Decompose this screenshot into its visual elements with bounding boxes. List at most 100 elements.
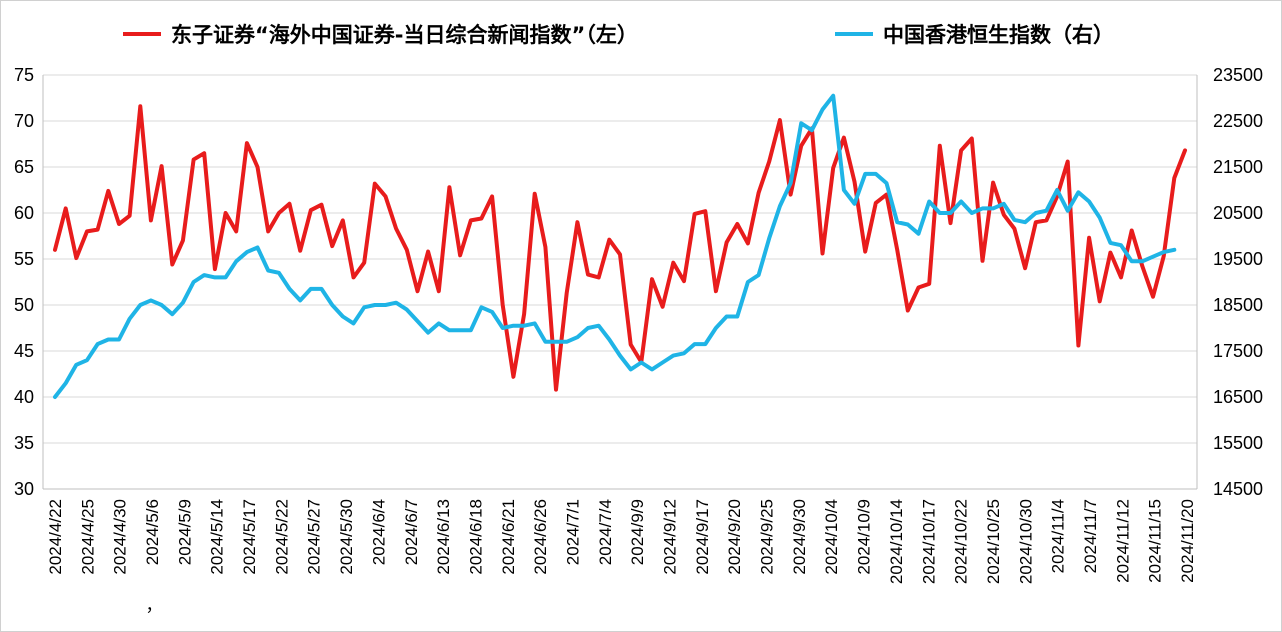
x-tick-label: 2024/4/30 <box>111 499 130 575</box>
x-tick: 2024/6/26 <box>531 499 550 575</box>
y-left-tick-label: 45 <box>14 341 34 361</box>
x-tick: 2024/9/20 <box>725 499 744 575</box>
series-line-hang-seng <box>53 93 1177 399</box>
y-left-tick-label: 55 <box>14 249 34 269</box>
x-tick: 2024/10/14 <box>887 499 906 584</box>
x-tick: 2024/11/12 <box>1113 499 1132 583</box>
x-tick-label: 2024/6/7 <box>402 499 421 565</box>
x-tick: 2024/11/15 <box>1146 499 1165 583</box>
y-right-tick-label: 20500 <box>1213 203 1263 223</box>
x-tick-label: 2024/6/21 <box>499 499 518 575</box>
x-tick: 2024/4/22 <box>46 499 65 575</box>
x-tick: 2024/6/18 <box>467 499 486 575</box>
x-tick: 2024/10/9 <box>855 499 874 575</box>
y-right-tick-label: 23500 <box>1213 65 1263 85</box>
x-tick: 2024/5/17 <box>240 499 259 575</box>
tick-labels: 30 14500 35 15500 40 16500 45 17500 50 18500 55 195… <box>14 65 1263 615</box>
x-tick-label: 2024/9/30 <box>790 499 809 575</box>
x-tick-label: 2024/5/27 <box>305 499 324 575</box>
y-right-tick-label: 22500 <box>1213 111 1263 131</box>
x-tick-label: 2024/10/9 <box>855 499 874 575</box>
x-tick: 2024/4/25 <box>78 499 97 575</box>
x-tick-label: 2024/6/4 <box>369 499 388 565</box>
x-tick: 2024/11/4 <box>1049 499 1068 573</box>
x-tick: 2024/6/13 <box>434 499 453 575</box>
x-tick-label: 2024/9/25 <box>758 499 777 575</box>
x-tick: 2024/11/20 <box>1178 499 1197 583</box>
x-tick: 2024/5/27 <box>305 499 324 575</box>
y-right-tick-label: 17500 <box>1213 341 1263 361</box>
y-left-tick-label: 60 <box>14 203 34 223</box>
x-tick-label: 2024/9/20 <box>725 499 744 575</box>
x-tick-label: 2024/6/13 <box>434 499 453 575</box>
x-tick-label: 2024/10/17 <box>919 499 938 584</box>
y-right-tick-label: 19500 <box>1213 249 1263 269</box>
x-tick: 2024/9/30 <box>790 499 809 575</box>
legend: 东子证券“海外中国证券-当日综合新闻指数”（左） 中国香港恒生指数（右） <box>123 23 1114 47</box>
y-right-tick-label: 16500 <box>1213 387 1263 407</box>
legend-label-hang-seng: 中国香港恒生指数（右） <box>883 23 1114 47</box>
x-tick: 2024/6/4 <box>369 499 388 565</box>
y-right-tick-label: 14500 <box>1213 479 1263 499</box>
x-tick: 2024/10/30 <box>1016 499 1035 584</box>
series-line-news-index <box>53 104 1187 392</box>
x-tick-label: 2024/5/22 <box>272 499 291 575</box>
x-tick-label: 2024/10/22 <box>952 499 971 584</box>
x-tick-label: 2024/7/1 <box>564 499 583 565</box>
x-tick: 2024/10/25 <box>984 499 1003 584</box>
x-tick-label: 2024/10/14 <box>887 499 906 584</box>
y-right-tick-label: 15500 <box>1213 433 1263 453</box>
x-tick: 2024/5/6 <box>143 499 162 565</box>
x-tick-label: 2024/6/18 <box>467 499 486 575</box>
y-right-tick-label: 18500 <box>1213 295 1263 315</box>
x-tick-label: 2024/11/4 <box>1049 499 1068 573</box>
x-tick: 2024/5/22 <box>272 499 291 575</box>
x-tick: 2024/9/12 <box>661 499 680 575</box>
x-tick-label: 2024/10/4 <box>822 499 841 575</box>
gridlines <box>43 74 1197 444</box>
x-tick-label: 2024/11/12 <box>1113 499 1132 583</box>
x-tick-label: 2024/5/6 <box>143 499 162 565</box>
x-tick: 2024/7/1 <box>564 499 583 565</box>
series-lines <box>53 93 1187 399</box>
x-tick-label: 2024/6/26 <box>531 499 550 575</box>
x-tick: 2024/9/9 <box>628 499 647 565</box>
axes <box>42 75 1198 490</box>
x-tick: 2024/5/14 <box>208 499 227 575</box>
y-left-tick-label: 30 <box>14 479 34 499</box>
x-tick-label: 2024/5/30 <box>337 499 356 575</box>
x-tick: 2024/6/21 <box>499 499 518 575</box>
x-tick-label: 2024/11/15 <box>1146 499 1165 583</box>
y-left-tick-label: 65 <box>14 157 34 177</box>
x-tick: 2024/4/30 <box>111 499 130 575</box>
x-tick-label: 2024/5/9 <box>175 499 194 565</box>
x-tick: 2024/10/22 <box>952 499 971 584</box>
x-tick-label: 2024/9/12 <box>661 499 680 575</box>
x-tick-label: 2024/9/17 <box>693 499 712 575</box>
x-tick: 2024/6/7 <box>402 499 421 565</box>
x-tick-label: 2024/10/30 <box>1016 499 1035 584</box>
y-left-tick-label: 75 <box>14 65 34 85</box>
x-tick-label: 2024/7/4 <box>596 499 615 565</box>
stray-mark: ， <box>146 596 163 615</box>
x-tick: 2024/10/4 <box>822 499 841 575</box>
x-tick: 2024/11/7 <box>1081 499 1100 573</box>
x-tick: 2024/5/9 <box>175 499 194 565</box>
y-left-tick-label: 50 <box>14 295 34 315</box>
x-tick-label: 2024/5/17 <box>240 499 259 575</box>
x-tick-label: 2024/4/25 <box>78 499 97 575</box>
y-left-tick-label: 40 <box>14 387 34 407</box>
x-tick-label: 2024/11/20 <box>1178 499 1197 583</box>
legend-label-news-index: 东子证券“海外中国证券-当日综合新闻指数”（左） <box>171 23 638 47</box>
x-tick-label: 2024/4/22 <box>46 499 65 575</box>
x-tick: 2024/10/17 <box>919 499 938 584</box>
y-left-tick-label: 35 <box>14 433 34 453</box>
x-tick-label: 2024/11/7 <box>1081 499 1100 573</box>
x-tick: 2024/7/4 <box>596 499 615 565</box>
x-tick-label: 2024/10/25 <box>984 499 1003 584</box>
x-tick: 2024/5/30 <box>337 499 356 575</box>
y-right-tick-label: 21500 <box>1213 157 1263 177</box>
x-tick: 2024/9/25 <box>758 499 777 575</box>
